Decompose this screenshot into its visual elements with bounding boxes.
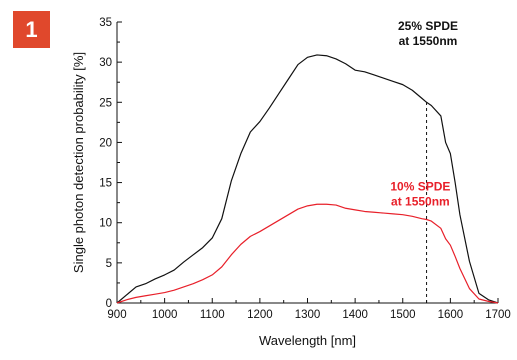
x-tick-label: 1600 xyxy=(438,309,464,321)
x-tick-label: 1500 xyxy=(390,309,416,321)
figure-number-badge: 1 xyxy=(13,11,50,48)
x-tick-label: 900 xyxy=(107,309,126,321)
axes: 900 1000 1100 1200 1300 1400 1500 1600 1700 0 5 10 1… xyxy=(99,17,511,321)
annotation-line: 25% SPDE xyxy=(398,19,458,33)
annotation-1: 25% SPDE at 1550nm xyxy=(398,19,458,48)
annotation-2: 10% SPDE at 1550nm xyxy=(390,180,450,209)
y-axis-title: Single photon detection probability [%] xyxy=(71,52,86,273)
x-tick-label: 1700 xyxy=(485,309,511,321)
y-tick-label: 10 xyxy=(99,218,112,230)
y-tick-label: 0 xyxy=(106,298,112,310)
y-tick-label: 15 xyxy=(99,178,112,190)
x-tick-label: 1400 xyxy=(342,309,368,321)
annotation-line: at 1550nm xyxy=(391,195,450,209)
x-tick-label: 1300 xyxy=(295,309,321,321)
series-line-2 xyxy=(116,203,499,304)
x-tick-label: 1100 xyxy=(200,309,225,321)
x-tick-label: 1200 xyxy=(247,309,273,321)
series-line-1 xyxy=(116,54,499,304)
y-tick-label: 35 xyxy=(99,17,112,29)
x-axis-title: Wavelength [nm] xyxy=(259,333,356,348)
y-tick-label: 25 xyxy=(99,97,112,109)
annotation-line: 10% SPDE xyxy=(390,180,450,194)
y-tick-label: 30 xyxy=(99,57,112,69)
series-group xyxy=(116,54,499,304)
y-tick-label: 5 xyxy=(106,258,112,270)
y-tick-label: 20 xyxy=(99,137,112,149)
x-tick-label: 1000 xyxy=(152,309,178,321)
annotation-line: at 1550nm xyxy=(399,34,458,48)
